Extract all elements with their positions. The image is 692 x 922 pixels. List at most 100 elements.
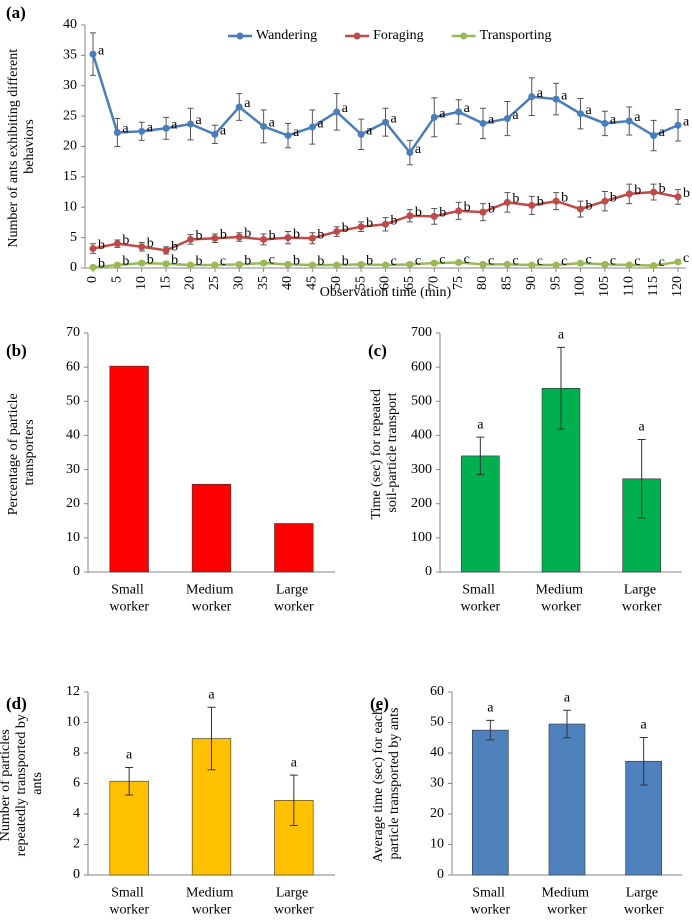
x-tick-label: 50 [329, 276, 344, 290]
point [333, 261, 341, 269]
x-tick-label: 120 [670, 276, 685, 297]
significance-label: c [488, 254, 494, 269]
point [552, 95, 560, 103]
point [625, 261, 633, 269]
point [577, 259, 584, 267]
x-tick-label: 100 [573, 276, 588, 297]
panel-label: (d) [6, 694, 27, 713]
significance-label: c [220, 254, 226, 269]
y-tick-label: 300 [411, 462, 432, 477]
significance-label: a [98, 43, 105, 58]
y-tick-label: 50 [66, 394, 80, 409]
significance-label: a [487, 701, 494, 716]
significance-label: a [220, 124, 227, 139]
significance-label: a [293, 125, 300, 140]
point [601, 197, 609, 205]
y-tick-label: 10 [66, 530, 80, 545]
panel-label: (b) [6, 341, 27, 360]
y-tick-label: 12 [66, 684, 80, 699]
x-tick-label: Medium worker [536, 583, 587, 615]
x-tick-label: 35 [256, 276, 271, 290]
point [455, 108, 463, 116]
y-tick-label: 700 [411, 325, 432, 340]
point [260, 122, 268, 130]
point [650, 132, 658, 140]
significance-label: a [126, 748, 133, 763]
x-tick-label: Large worker [622, 583, 662, 615]
x-tick-label: Medium worker [186, 583, 237, 615]
point [162, 260, 170, 268]
significance-label: b [196, 229, 203, 244]
y-tick-label: 30 [63, 78, 77, 93]
significance-label: a [366, 124, 373, 139]
x-tick-label: 80 [475, 276, 490, 290]
x-tick-label: Medium worker [186, 886, 237, 918]
point [528, 261, 536, 269]
significance-label: b [293, 254, 300, 269]
y-tick-label: 200 [411, 496, 432, 511]
y-tick-label: 30 [66, 462, 80, 477]
point [430, 259, 438, 267]
point [284, 260, 292, 268]
y-tick-label: 5 [70, 230, 77, 245]
panel-label: (c) [368, 341, 387, 360]
significance-label: a [342, 101, 349, 116]
error-bar [637, 439, 646, 519]
significance-label: a [537, 86, 544, 101]
y-tick-label: 10 [63, 199, 77, 214]
significance-label: b [147, 252, 154, 267]
significance-label: b [293, 227, 300, 242]
significance-label: b [488, 201, 495, 216]
y-tick-label: 30 [430, 776, 444, 791]
x-tick-label: 10 [134, 276, 149, 290]
y-tick-label: 20 [430, 806, 444, 821]
point [406, 149, 414, 157]
y-axis-label: Number of particles repeatedly transport… [0, 711, 45, 857]
legend-item: Foraging [345, 28, 424, 43]
y-tick-label: 20 [63, 139, 77, 154]
error-bar [486, 719, 495, 741]
x-tick-label: 60 [378, 276, 393, 290]
y-tick-label: 20 [66, 496, 80, 511]
legend-label: Wandering [256, 28, 317, 43]
significance-label: b [342, 254, 349, 269]
significance-label: b [464, 200, 471, 215]
error-bar [207, 706, 216, 771]
significance-label: b [634, 183, 641, 198]
significance-label: b [122, 233, 129, 248]
significance-label: b [561, 190, 568, 205]
point [503, 198, 511, 206]
point [113, 261, 121, 269]
legend-label: Transporting [480, 28, 552, 43]
significance-label: b [171, 240, 178, 255]
point [187, 261, 194, 269]
bar [472, 729, 509, 876]
point [601, 119, 609, 127]
point [455, 259, 463, 267]
significance-label: a [641, 718, 648, 733]
significance-label: b [512, 192, 519, 207]
panel-label: (e) [370, 694, 389, 713]
y-tick-label: 40 [430, 745, 444, 760]
bar [548, 723, 586, 876]
x-tick-label: 95 [548, 276, 563, 290]
point [333, 108, 341, 116]
significance-label: a [564, 691, 571, 706]
point [577, 110, 584, 118]
significance-label: b [439, 206, 446, 221]
significance-label: a [610, 113, 617, 128]
significance-label: b [244, 254, 251, 269]
point [479, 208, 487, 216]
significance-label: b [98, 257, 105, 272]
point [308, 123, 316, 131]
y-tick-label: 15 [63, 169, 77, 184]
legend-label: Foraging [373, 28, 424, 43]
x-tick-label: Large worker [624, 886, 664, 918]
point [138, 259, 146, 267]
x-tick-label: Large worker [274, 583, 314, 615]
significance-label: c [561, 254, 567, 269]
significance-label: c [464, 252, 470, 267]
significance-label: a [244, 96, 251, 111]
legend-item: Transporting [451, 28, 552, 43]
